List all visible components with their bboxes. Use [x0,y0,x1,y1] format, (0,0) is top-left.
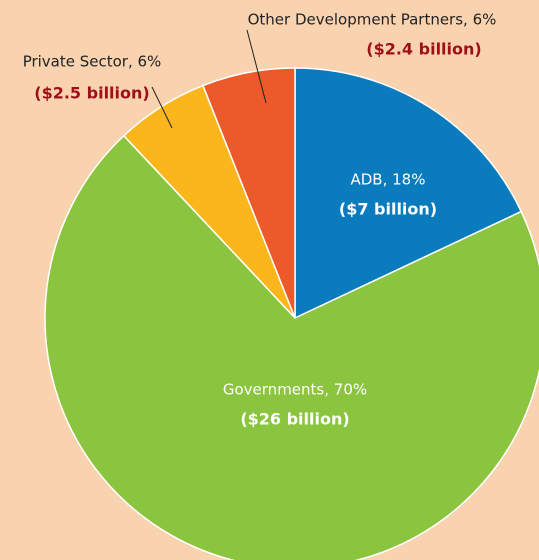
amount-label: ($7 billion) [339,200,437,219]
amount-label: ($2.5 billion) [34,84,149,103]
amount-label: ($2.4 billion) [366,40,481,59]
pie-slice [294,67,523,320]
slice-label: Governments, 70% [223,381,367,399]
leader-line [246,29,267,104]
pie-slice [201,67,296,319]
slice-label: Other Development Partners, 6% [248,11,497,29]
pie [44,67,539,560]
amount-label: ($26 billion) [240,410,349,429]
slice-label: Private Sector, 6% [23,53,162,71]
leader-line [151,86,173,129]
slice-label: ADB, 18% [351,171,426,189]
